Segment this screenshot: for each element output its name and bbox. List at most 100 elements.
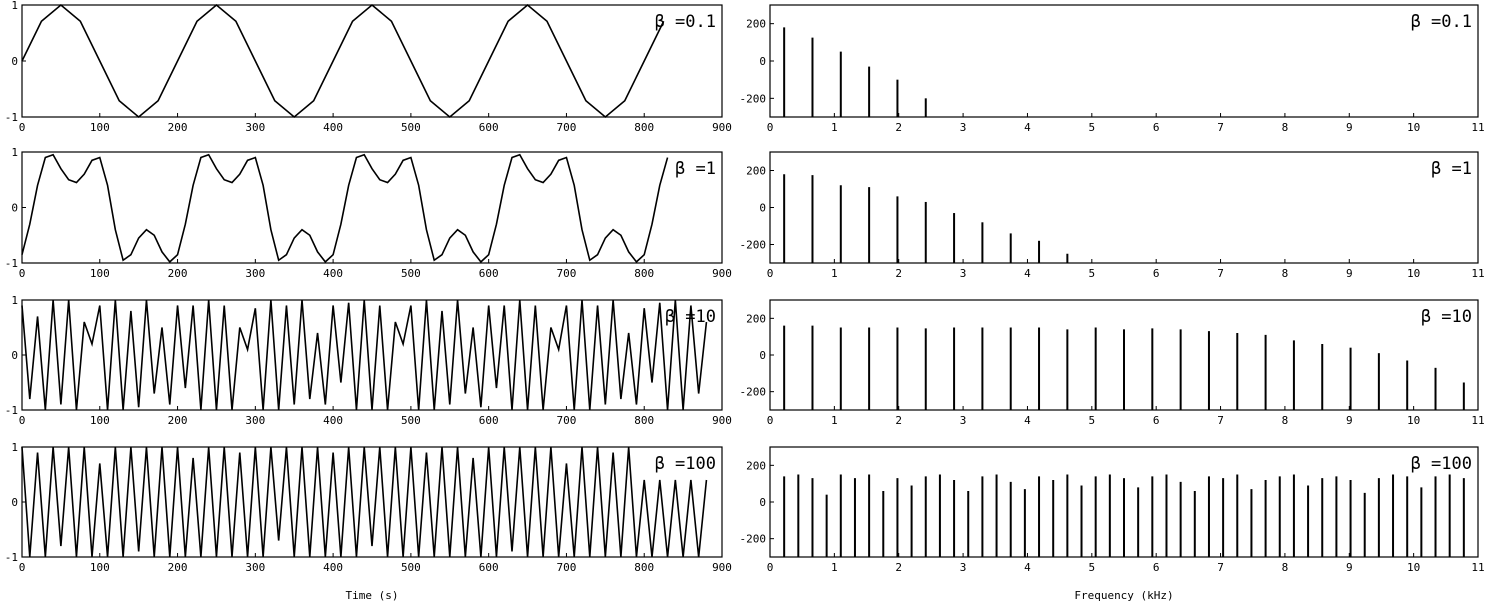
x-tick-label: 11: [1471, 267, 1484, 280]
x-tick-label: 8: [1282, 414, 1289, 427]
x-tick-label: 100: [90, 121, 110, 134]
x-tick-label: 100: [90, 414, 110, 427]
x-tick-label: 10: [1407, 561, 1420, 574]
x-tick-label: 0: [19, 267, 26, 280]
y-tick-label: 0: [759, 349, 766, 362]
x-tick-label: 700: [557, 414, 577, 427]
signal-line: [21, 446, 708, 558]
x-tick-label: 8: [1282, 561, 1289, 574]
y-tick-label: 1: [11, 146, 18, 159]
y-tick-label: 1: [11, 441, 18, 454]
x-tick-label: 600: [479, 414, 499, 427]
x-tick-label: 11: [1471, 121, 1484, 134]
x-tick-label: 900: [712, 267, 732, 280]
annotation: β =10: [1421, 307, 1472, 327]
x-tick-label: 1: [831, 121, 838, 134]
x-tick-label: 10: [1407, 414, 1420, 427]
y-tick-label: 0: [759, 55, 766, 68]
x-tick-label: 600: [479, 561, 499, 574]
y-tick-label: 200: [746, 165, 766, 178]
plot-frame: [769, 151, 1479, 264]
x-tick-label: 700: [557, 267, 577, 280]
x-axis-label: Time (s): [346, 589, 399, 602]
annotation: β =1: [1431, 159, 1472, 179]
x-tick-label: 6: [1153, 561, 1160, 574]
x-tick-label: 10: [1407, 121, 1420, 134]
plot-frame: [769, 4, 1479, 118]
x-tick-label: 200: [168, 267, 188, 280]
annotation: β =0.1: [1411, 12, 1472, 32]
x-tick-label: 900: [712, 414, 732, 427]
x-tick-label: 0: [767, 414, 774, 427]
x-tick-label: 900: [712, 121, 732, 134]
signal-line: [21, 299, 708, 411]
x-tick-label: 800: [634, 267, 654, 280]
x-tick-label: 1: [831, 414, 838, 427]
x-tick-label: 8: [1282, 267, 1289, 280]
y-tick-label: 1: [11, 294, 18, 307]
x-tick-label: 9: [1346, 561, 1353, 574]
x-tick-label: 800: [634, 561, 654, 574]
y-tick-label: 0: [11, 496, 18, 509]
x-tick-label: 800: [634, 414, 654, 427]
x-tick-label: 8: [1282, 121, 1289, 134]
x-tick-label: 3: [960, 561, 967, 574]
annotation: β =10: [665, 307, 716, 327]
x-tick-label: 500: [401, 121, 421, 134]
x-tick-label: 2: [895, 267, 902, 280]
annotation: β =100: [1411, 454, 1472, 474]
x-tick-label: 100: [90, 267, 110, 280]
x-tick-label: 300: [245, 267, 265, 280]
x-tick-label: 300: [245, 561, 265, 574]
x-tick-label: 700: [557, 121, 577, 134]
y-tick-label: -1: [5, 551, 18, 564]
y-tick-label: 0: [11, 202, 18, 215]
y-tick-label: -1: [5, 404, 18, 417]
y-tick-label: 0: [759, 202, 766, 215]
x-tick-label: 6: [1153, 414, 1160, 427]
y-tick-label: -1: [5, 111, 18, 124]
y-tick-label: -200: [740, 533, 767, 546]
x-tick-label: 5: [1089, 414, 1096, 427]
x-tick-label: 200: [168, 414, 188, 427]
x-tick-label: 9: [1346, 121, 1353, 134]
x-tick-label: 11: [1471, 414, 1484, 427]
x-tick-label: 600: [479, 121, 499, 134]
x-tick-label: 300: [245, 121, 265, 134]
y-tick-label: 200: [746, 312, 766, 325]
x-tick-label: 0: [19, 414, 26, 427]
x-tick-label: 7: [1217, 267, 1224, 280]
x-tick-label: 700: [557, 561, 577, 574]
annotation: β =0.1: [655, 12, 716, 32]
x-tick-label: 0: [19, 561, 26, 574]
x-axis-label: Frequency (kHz): [1074, 589, 1173, 602]
x-tick-label: 0: [19, 121, 26, 134]
x-tick-label: 4: [1024, 121, 1031, 134]
x-tick-label: 1: [831, 267, 838, 280]
y-tick-label: 0: [11, 349, 18, 362]
x-tick-label: 300: [245, 414, 265, 427]
plot-frame: [21, 4, 723, 118]
x-tick-label: 3: [960, 414, 967, 427]
x-tick-label: 400: [323, 414, 343, 427]
signal-line: [21, 3, 665, 119]
x-tick-label: 9: [1346, 414, 1353, 427]
y-tick-label: 1: [11, 0, 18, 12]
x-tick-label: 7: [1217, 561, 1224, 574]
x-tick-label: 4: [1024, 561, 1031, 574]
x-tick-label: 6: [1153, 121, 1160, 134]
x-tick-label: 2: [895, 121, 902, 134]
x-tick-label: 6: [1153, 267, 1160, 280]
y-tick-label: 200: [746, 459, 766, 472]
y-tick-label: -200: [740, 92, 767, 105]
x-tick-label: 0: [767, 267, 774, 280]
x-tick-label: 500: [401, 267, 421, 280]
y-tick-label: 0: [759, 496, 766, 509]
x-tick-label: 1: [831, 561, 838, 574]
x-tick-label: 400: [323, 121, 343, 134]
x-tick-label: 5: [1089, 561, 1096, 574]
x-tick-label: 5: [1089, 267, 1096, 280]
x-tick-label: 400: [323, 561, 343, 574]
x-tick-label: 10: [1407, 267, 1420, 280]
